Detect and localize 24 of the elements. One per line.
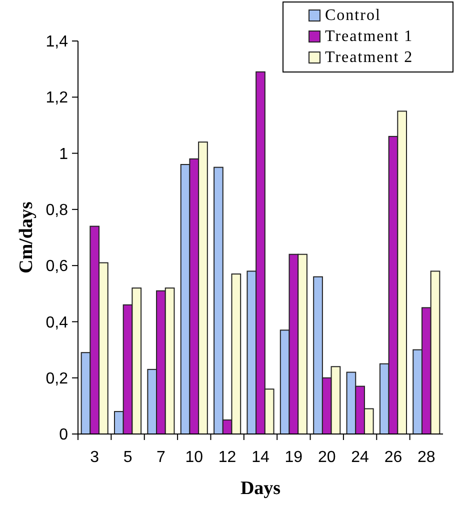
x-tick-label: 28 [418, 449, 436, 466]
x-tick-label: 20 [318, 449, 336, 466]
x-tick-label: 3 [90, 449, 100, 466]
legend-label: Treatment 2 [325, 49, 414, 66]
x-tick-label: 12 [218, 449, 236, 466]
x-tick-label: 19 [284, 449, 303, 466]
y-tick-label: 0,8 [46, 202, 68, 220]
legend-label: Control [325, 7, 381, 24]
y-tick-label: 1 [59, 146, 68, 163]
y-axis-title: Cm/days [16, 202, 37, 274]
y-tick-label: 1,4 [46, 34, 68, 51]
y-tick-label: 0,4 [46, 314, 68, 332]
x-tick-label: 5 [123, 449, 132, 466]
y-tick-label: 0,6 [46, 258, 68, 276]
x-tick-label: 26 [384, 449, 402, 466]
y-tick-label: 1,2 [46, 90, 68, 107]
x-tick-label: 10 [185, 449, 204, 466]
legend-label: Treatment 1 [325, 28, 414, 45]
x-axis-title: Days [240, 478, 281, 499]
x-tick-label: 14 [252, 449, 270, 466]
x-tick-label: 7 [156, 449, 166, 466]
y-tick-label: 0,2 [46, 370, 68, 388]
y-tick-label: 0 [59, 426, 68, 444]
x-tick-label: 24 [351, 449, 370, 466]
